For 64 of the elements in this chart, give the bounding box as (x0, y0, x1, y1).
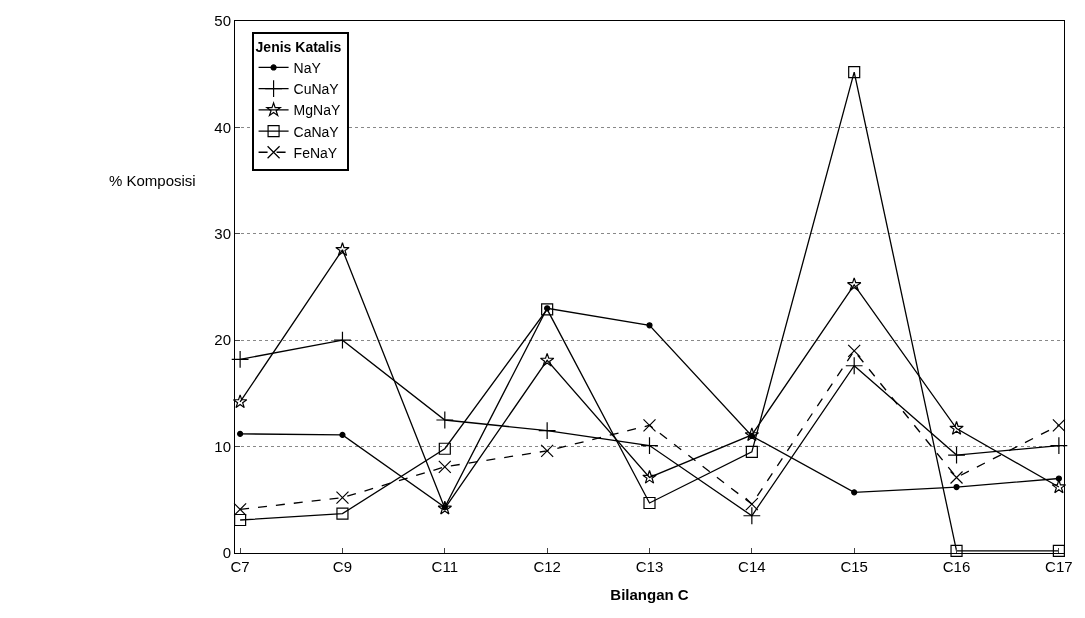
point (333, 331, 352, 350)
point (538, 421, 557, 440)
point (1051, 479, 1067, 494)
legend-label: FeNaY (293, 144, 338, 161)
point (646, 322, 653, 329)
y-axis-title: % Komposisi (109, 172, 196, 189)
x-tick-label: C9 (332, 558, 353, 575)
point (233, 502, 247, 516)
point (745, 497, 759, 511)
legend-label: CaNaY (293, 123, 340, 140)
point (953, 483, 960, 491)
y-tick-label: 40 (214, 118, 231, 136)
point (947, 446, 966, 465)
point (231, 350, 250, 369)
point (847, 344, 861, 358)
point (541, 303, 554, 316)
point (949, 470, 964, 485)
point (642, 469, 657, 484)
legend-label: MgNaY (293, 102, 341, 119)
point (848, 65, 861, 79)
point (1052, 418, 1066, 432)
x-axis-title: Bilangan C (610, 586, 689, 603)
point (949, 420, 964, 435)
point (1055, 475, 1062, 482)
point (540, 444, 554, 458)
point (851, 489, 858, 496)
y-tick-label: 50 (214, 12, 231, 30)
y-tick-label: 30 (214, 225, 231, 243)
point (237, 430, 244, 437)
legend-label: CuNaY (293, 81, 340, 98)
point (950, 544, 963, 557)
x-tick-label: C15 (840, 558, 868, 575)
x-tick-label: C13 (635, 558, 664, 575)
point (640, 436, 659, 455)
y-tick-label: 0 (222, 544, 231, 562)
point (438, 442, 451, 455)
point (742, 506, 761, 525)
point (643, 496, 656, 510)
legend-label: NaY (293, 59, 322, 76)
x-tick-label: C7 (230, 558, 250, 575)
point (336, 507, 349, 520)
point (335, 491, 350, 505)
point (339, 431, 346, 438)
y-tick-label: 10 (214, 437, 231, 455)
point (435, 411, 454, 429)
y-tick-label: 20 (214, 331, 231, 349)
point (745, 445, 758, 459)
legend-title: Jenis Katalis (255, 38, 342, 55)
x-tick-label: C11 (431, 558, 459, 575)
point (232, 394, 248, 409)
point (845, 356, 864, 375)
x-tick-label: C16 (942, 558, 971, 575)
point (744, 427, 760, 442)
point (846, 277, 862, 292)
x-tick-label: C17 (1045, 558, 1073, 575)
point (234, 513, 247, 527)
point (1052, 544, 1065, 557)
point (642, 418, 657, 432)
x-tick-label: C14 (738, 558, 766, 575)
point (438, 460, 452, 474)
point (539, 352, 555, 367)
x-tick-label: C12 (533, 558, 561, 575)
point (1049, 436, 1068, 455)
point (335, 242, 350, 257)
